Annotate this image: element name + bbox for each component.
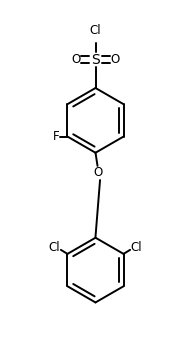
Text: O: O <box>72 53 81 66</box>
Text: O: O <box>93 166 102 179</box>
Text: Cl: Cl <box>49 241 60 254</box>
Text: O: O <box>110 53 119 66</box>
Text: Cl: Cl <box>90 25 101 38</box>
Text: S: S <box>91 53 100 67</box>
Text: F: F <box>53 130 60 143</box>
Text: Cl: Cl <box>131 241 142 254</box>
